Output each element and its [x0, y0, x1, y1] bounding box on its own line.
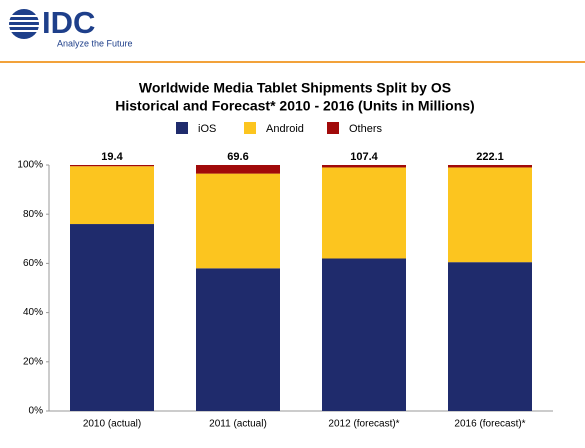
x-tick-label: 2010 (actual) — [83, 419, 141, 430]
bar-segment — [196, 165, 280, 174]
legend-label: Others — [349, 123, 383, 135]
bar-segment — [70, 224, 154, 411]
y-tick-label: 0% — [29, 406, 44, 417]
legend-label: iOS — [198, 123, 216, 135]
bar-segment — [196, 268, 280, 411]
bar-segment — [448, 167, 532, 263]
x-tick-label: 2016 (forecast)* — [454, 419, 525, 430]
bar-segment — [322, 167, 406, 259]
y-tick-label: 100% — [17, 160, 43, 171]
chart-subtitle: Historical and Forecast* 2010 - 2016 (Un… — [115, 98, 474, 114]
bar-segment — [70, 166, 154, 225]
y-tick-label: 60% — [23, 258, 43, 269]
bar-segment — [70, 165, 154, 167]
total-label: 222.1 — [476, 151, 504, 163]
x-tick-label: 2011 (actual) — [209, 419, 267, 430]
tagline: Analyze the Future — [57, 38, 133, 48]
y-tick-label: 40% — [23, 307, 43, 318]
bar-segment — [196, 173, 280, 269]
y-tick-label: 80% — [23, 209, 43, 220]
bar-segment — [448, 262, 532, 411]
total-label: 19.4 — [101, 151, 123, 163]
logo: IDC — [42, 5, 95, 40]
bar-segment — [322, 258, 406, 411]
bar-segment — [322, 165, 406, 168]
total-label: 69.6 — [227, 151, 248, 163]
idc-globe — [8, 9, 40, 39]
y-tick-label: 20% — [23, 356, 43, 367]
bar-segment — [448, 165, 532, 168]
legend-swatch — [327, 122, 339, 134]
x-tick-label: 2012 (forecast)* — [328, 419, 399, 430]
divider — [0, 61, 585, 63]
chart-title: Worldwide Media Tablet Shipments Split b… — [139, 80, 451, 96]
legend-swatch — [244, 122, 256, 134]
total-label: 107.4 — [350, 151, 378, 163]
legend-swatch — [176, 122, 188, 134]
legend-label: Android — [266, 123, 304, 135]
